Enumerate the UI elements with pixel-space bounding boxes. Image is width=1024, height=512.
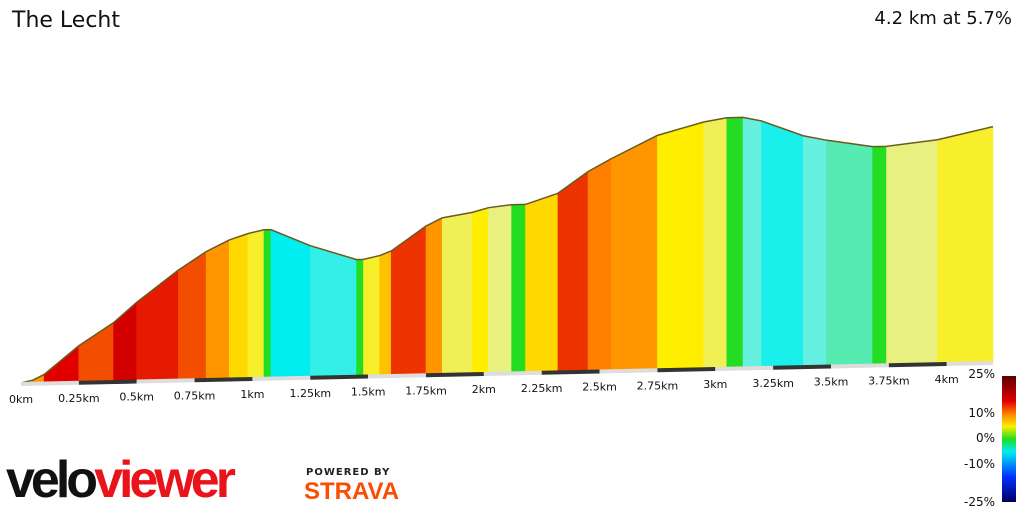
gradient-segment [726,117,744,369]
distance-bar-segment [599,368,658,374]
gradient-segment [525,192,559,373]
distance-bar-segment [483,370,542,376]
distance-bar-segment [830,363,889,369]
legend-tick: -25% [963,495,995,509]
gradient-segment [557,171,589,372]
x-tick-label: 2.25km [521,382,563,395]
gradient-segment [488,204,512,374]
gradient-segment [761,120,804,368]
gradient-segment [703,117,728,369]
distance-bar-segment [715,365,774,371]
gradient-segment [390,225,427,376]
veloviewer-logo[interactable]: veloviewer [6,451,236,509]
x-tick-label: 0.5km [119,391,154,404]
gradient-segment [309,245,357,378]
gradient-legend-bar [1002,376,1016,502]
gradient-segment [425,217,443,375]
x-tick-label: 3.25km [752,377,794,390]
x-tick-label: 0.25km [58,392,100,405]
gradient-segment [43,345,80,383]
distance-bar-segment [541,369,600,375]
legend-tick: 25% [968,367,995,381]
distance-bar-segment [20,380,79,386]
distance-bar-segment [310,374,369,380]
distance-bar-segment [425,372,484,378]
gradient-segment [379,250,392,376]
x-tick-label: 2.5km [582,381,617,394]
x-tick-label: 1.75km [405,384,447,397]
gradient-segment [205,239,230,380]
x-tick-label: 3km [703,378,727,391]
distance-bar-segment [657,367,716,373]
x-tick-label: 2km [472,383,496,396]
x-tick-label: 0.75km [174,389,216,402]
gradient-segment [872,146,887,365]
gradient-segment [263,229,272,379]
gradient-segment [826,139,873,366]
climb-title: The Lecht [12,8,120,33]
gradient-segment [228,233,249,379]
gradient-segment [356,259,364,377]
gradient-segment [247,229,265,379]
distance-bar-segment [773,364,832,370]
distance-bar-segment [136,378,195,384]
climb-summary: 4.2 km at 5.7% [874,8,1012,29]
gradient-segment [270,229,311,378]
gradient-segment [471,207,489,374]
profile-outline [20,116,994,384]
distance-bar-segment [78,379,137,385]
x-tick-label: 3.75km [868,374,910,387]
gradient-segment [657,121,705,370]
x-tick-label: 1.5km [351,386,386,399]
distance-bar-segment [194,377,253,383]
gradient-segment [511,204,526,373]
gradient-segment [78,322,114,383]
x-tick-label: 2.75km [637,379,679,392]
gradient-segment [886,139,938,365]
powered-by-label: POWERED BY [306,467,391,478]
distance-bar-segment [888,362,947,368]
gradient-segment [587,158,612,372]
legend-tick: 0% [975,431,995,445]
gradient-segment [178,251,207,380]
legend-tick: -10% [963,457,995,471]
gradient-segment [363,255,381,376]
gradient-segment [441,212,473,375]
strava-logo[interactable]: STRAVA [304,478,400,505]
legend-tick: 10% [968,406,995,420]
gradient-segment [742,117,762,368]
distance-bar-segment [252,375,311,381]
gradient-segment [113,301,138,382]
x-tick-label: 0km [9,393,33,406]
gradient-segment [610,134,658,371]
x-tick-label: 1.25km [289,387,331,400]
distance-bar-segment [946,361,994,366]
distance-bar-segment [368,373,427,379]
x-tick-label: 4km [935,373,959,386]
gradient-segment [937,126,994,364]
x-tick-label: 1km [240,388,264,401]
gradient-segment [802,135,827,367]
x-tick-label: 3.5km [814,376,849,389]
